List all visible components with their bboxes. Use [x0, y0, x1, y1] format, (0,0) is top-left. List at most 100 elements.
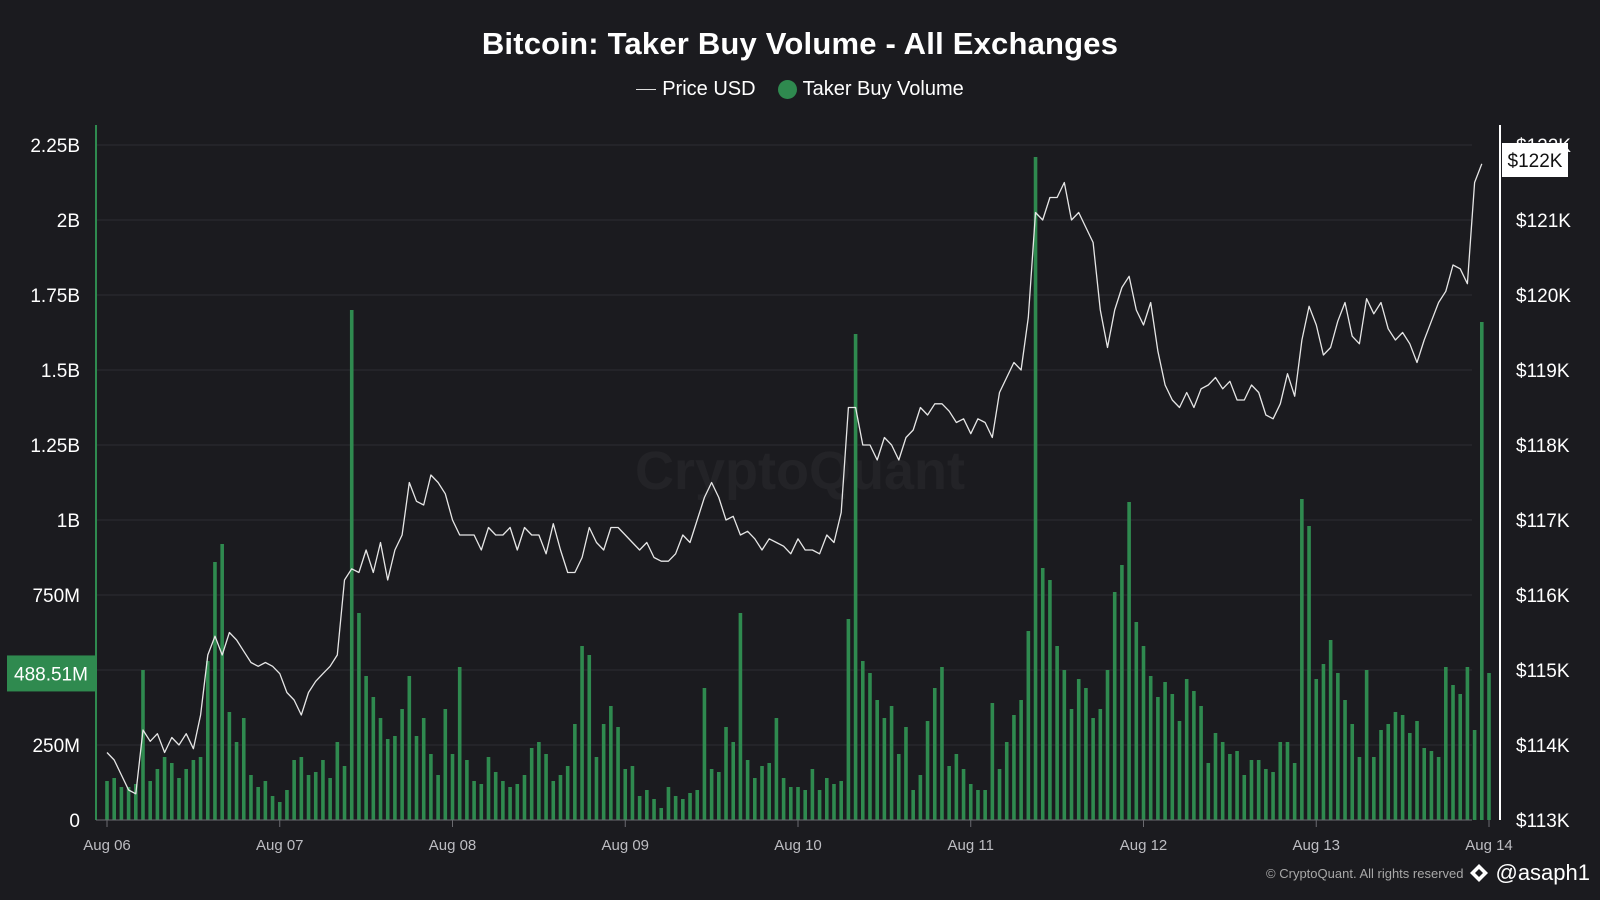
volume-bar: [1400, 715, 1405, 820]
volume-bar: [724, 727, 728, 820]
volume-bar: [652, 799, 656, 820]
volume-bar: [429, 754, 433, 820]
volume-bar: [1278, 742, 1283, 820]
volume-bar: [1314, 679, 1319, 820]
volume-bar: [1048, 580, 1052, 820]
volume-bar: [220, 544, 224, 820]
volume-bar: [731, 742, 736, 820]
volume-bar: [1127, 502, 1131, 820]
volume-bar: [537, 742, 541, 820]
volume-bar: [342, 766, 347, 820]
legend-line-icon: [636, 89, 657, 90]
volume-bar: [558, 775, 563, 820]
volume-bar: [1004, 742, 1009, 820]
credit: © CryptoQuant. All rights reserved @asap…: [1266, 860, 1590, 886]
volume-bars: [105, 157, 1491, 820]
volume-bar: [393, 736, 397, 820]
volume-bar: [745, 760, 750, 820]
price-line: [106, 163, 1483, 795]
volume-bar: [889, 706, 894, 820]
y-right-tick-label: $114K: [1516, 736, 1570, 757]
volume-bar: [1091, 718, 1095, 820]
volume-bar: [371, 697, 376, 820]
volume-bar: [846, 619, 851, 820]
volume-bar: [1199, 706, 1203, 820]
volume-bar: [1184, 679, 1189, 820]
volume-bar: [1408, 733, 1412, 820]
volume-bar: [421, 718, 426, 820]
volume-bar: [112, 778, 116, 820]
volume-bar: [681, 799, 685, 820]
volume-bar: [947, 766, 951, 820]
volume-bar: [529, 748, 534, 820]
volume-bar: [1120, 565, 1124, 820]
volume-bar: [1242, 775, 1247, 820]
legend-item-price[interactable]: Price USD: [636, 78, 756, 101]
value-markers: 488.51M $122K: [7, 143, 1568, 692]
y-right-tick-label: $120K: [1516, 286, 1571, 307]
volume-bar: [508, 787, 512, 820]
volume-bar: [357, 613, 361, 820]
volume-bar: [1393, 712, 1398, 820]
volume-bar: [918, 775, 923, 820]
volume-bar: [1055, 646, 1059, 820]
volume-bar: [486, 757, 491, 820]
volume-bar: [148, 781, 152, 820]
volume-bar: [177, 778, 181, 820]
volume-bar: [1444, 667, 1448, 820]
y-right-tick-label: $117K: [1516, 511, 1570, 532]
volume-bar: [1148, 676, 1153, 820]
volume-bar: [1415, 721, 1419, 820]
volume-bar: [1307, 526, 1311, 820]
y-right-tick-label: $113K: [1516, 811, 1570, 832]
y-left-tick-label: 1B: [57, 511, 80, 532]
volume-bar: [213, 562, 217, 820]
volume-bar: [1458, 694, 1463, 820]
volume-bar: [853, 334, 858, 820]
legend-label-volume: Taker Buy Volume: [802, 78, 964, 100]
volume-bar: [1249, 760, 1254, 820]
y-right-tick-label: $119K: [1516, 361, 1570, 382]
volume-bar: [954, 754, 959, 820]
volume-bar: [896, 754, 901, 820]
volume-bar: [256, 787, 260, 820]
volume-bar: [501, 781, 505, 820]
volume-bar: [1386, 724, 1391, 820]
volume-bar: [364, 676, 368, 820]
volume-bar: [1264, 769, 1268, 820]
volume-bar: [810, 769, 815, 820]
legend-item-volume[interactable]: Taker Buy Volume: [777, 78, 964, 101]
x-tick-label: Aug 08: [429, 837, 477, 854]
volume-bar: [789, 787, 793, 820]
volume-bar: [270, 796, 275, 820]
volume-bar: [1192, 691, 1196, 820]
credit-handle: @asaph1: [1495, 860, 1590, 885]
volume-bar: [227, 712, 232, 820]
volume-bar: [321, 760, 325, 820]
volume-bar: [587, 655, 592, 820]
volume-bar: [349, 310, 354, 820]
x-tick-label: Aug 13: [1292, 837, 1340, 854]
volume-bar: [133, 784, 138, 820]
volume-bar: [436, 775, 440, 820]
volume-bar: [1033, 157, 1038, 820]
volume-bar: [688, 793, 692, 820]
cryptoquant-logo-icon: [1470, 864, 1489, 882]
volume-bar: [479, 784, 484, 820]
grid-lines: [96, 144, 1472, 746]
y-right-tick-label: $118K: [1516, 436, 1570, 457]
volume-bar: [911, 790, 915, 820]
x-tick-label: Aug 11: [948, 837, 994, 854]
y-right-tick-label: $121K: [1516, 211, 1571, 232]
volume-bar: [1019, 700, 1023, 820]
volume-bar: [465, 760, 469, 820]
volume-bar: [299, 757, 304, 820]
volume-bar: [1271, 772, 1275, 820]
volume-bar: [1336, 673, 1340, 820]
volume-bar: [1163, 682, 1167, 820]
right-value-marker-label: $122K: [1508, 151, 1563, 172]
volume-bar: [155, 769, 160, 820]
volume-bar: [285, 790, 289, 820]
volume-bar: [105, 781, 109, 820]
